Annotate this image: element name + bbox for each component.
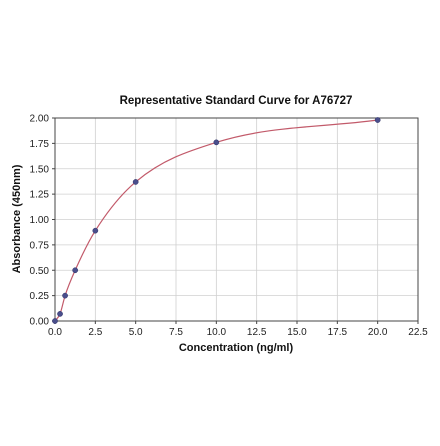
x-tick-label: 7.5	[169, 327, 183, 338]
data-point	[213, 139, 220, 146]
y-tick-label: 1.50	[30, 164, 50, 175]
y-tick-label: 1.25	[30, 190, 50, 201]
grid-lines	[54, 117, 419, 322]
x-tick-label: 5.0	[129, 327, 143, 338]
chart-title: Representative Standard Curve for A76727	[120, 95, 353, 107]
y-tick-label: 0.50	[30, 266, 50, 277]
data-point	[92, 227, 99, 234]
x-tick-label: 0.0	[48, 327, 62, 338]
x-tick-label: 15.0	[287, 327, 307, 338]
x-tick-label: 10.0	[207, 327, 227, 338]
x-tick-label: 12.5	[247, 327, 267, 338]
data-point	[72, 267, 79, 274]
y-tick-label: 1.75	[30, 139, 50, 150]
data-point	[132, 179, 139, 185]
x-tick-label: 20.0	[368, 327, 388, 338]
y-axis-ticks: 0.00 0.25 0.50 0.75 1.00 1.25 1.50 1.75 2.00	[30, 114, 55, 328]
data-point	[57, 311, 63, 317]
data-point	[62, 292, 68, 299]
y-axis-label: Absorbance (450nm)	[11, 164, 23, 273]
y-tick-label: 2.00	[30, 114, 50, 125]
y-tick-label: 0.25	[30, 291, 50, 302]
data-points	[52, 117, 381, 324]
data-point	[374, 117, 381, 123]
y-tick-label: 0.75	[30, 240, 50, 251]
x-axis-label: Concentration (ng/ml)	[179, 342, 294, 354]
data-point	[52, 318, 58, 324]
y-tick-label: 0.00	[30, 317, 50, 328]
y-tick-label: 1.00	[30, 215, 50, 226]
x-tick-label: 22.5	[408, 327, 428, 338]
x-tick-label: 2.5	[88, 327, 102, 338]
x-tick-label: 17.5	[328, 327, 348, 338]
x-axis-ticks: 0.0 2.5 5.0 7.5 10.0 12.5 15.0 17.5 20.0 22.5	[48, 321, 428, 338]
